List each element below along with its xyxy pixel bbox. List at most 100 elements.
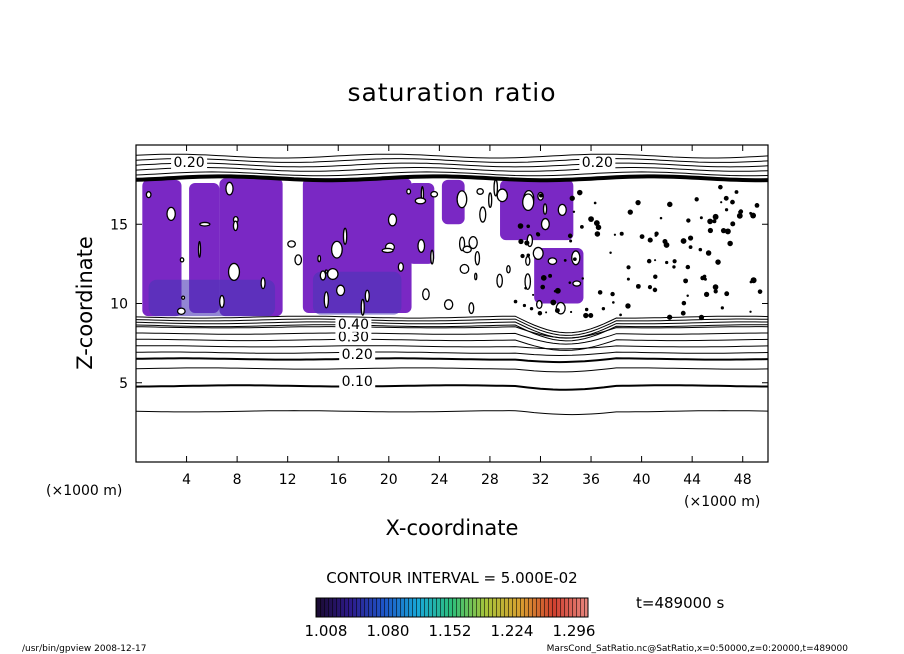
unsaturated-cell [488,192,493,209]
unsaturated-cell [287,240,296,248]
contour-line [136,338,768,351]
time-label: t=489000 s [636,594,724,612]
contour-speck [685,264,691,270]
contour-labels: 0.100.200.300.400.20 0.20 [171,155,616,390]
contour-speck [581,277,585,280]
contour-label: 0.20 [342,347,373,363]
contour-speck [667,201,673,208]
contour-line [136,357,768,364]
z-axis-title: Z-coordinate [73,236,97,370]
unsaturated-cell [422,288,430,301]
high-saturation-region [148,279,276,317]
unsaturated-cell [474,250,481,266]
contour-speck [537,311,543,316]
contour-speck [687,235,694,241]
contour-speck [627,209,633,215]
unsaturated-cell [430,190,439,198]
contour-speck [583,312,589,319]
contour-speck [619,313,622,317]
unsaturated-cell [145,191,152,199]
contour-speck [572,257,577,262]
z-axis-ticks: 5 10 15 [110,217,768,392]
unsaturated-cell [496,188,509,203]
contour-line [136,332,768,345]
unsaturated-cell [197,240,202,258]
unsaturated-cell [294,254,303,266]
x-tick-label: 8 [233,472,242,488]
x-tick-label: 4 [182,472,191,488]
unsaturated-cell [342,227,348,245]
contour-speck [538,193,543,198]
contour-speck [635,283,641,289]
contour-speck [683,278,689,284]
contour-speck [567,233,573,239]
contour-speck [680,310,686,316]
contour-speck [720,201,723,204]
contour-speck [639,234,645,239]
unsaturated-cell [335,284,346,297]
contour-speck [713,289,718,294]
contour-label: 0.20 [582,155,613,171]
contour-line [136,158,768,163]
contour-speck [554,287,561,294]
unsaturated-cell [417,238,426,253]
contour-speck [698,247,703,252]
contour-speck [749,310,752,313]
contour-speck [513,299,518,304]
contour-line [136,367,768,373]
unsaturated-cell [456,190,468,209]
unsaturated-cell [459,263,470,275]
unsaturated-cell [326,267,339,281]
contour-speck [526,224,531,229]
contour-speck [665,260,669,265]
unsaturated-cell [176,307,186,315]
plot-area: 0.100.200.300.400.20 0.20 4 8 12 16 20 24 28 32 3… [110,144,769,488]
unsaturated-cell [547,257,558,266]
contour-speck [688,245,693,250]
contour-label: 0.40 [338,317,369,333]
contour-speck [686,294,689,297]
contour-speck [694,197,699,202]
footer-right: MarsCond_SatRatio.nc@SatRatio,x=0:50000,… [547,644,849,654]
z-tick-label: 5 [119,376,128,392]
x-tick-label: 24 [430,472,448,488]
unsaturated-cell [397,262,404,272]
contour-speck [700,275,705,281]
unsaturated-cell [542,203,548,215]
contour-speck [524,240,530,246]
contour-line [136,384,768,391]
contour-speck [699,216,703,220]
contour-speck [529,306,534,311]
unsaturated-cell [496,273,503,288]
z-tick-label: 15 [110,217,128,233]
contour-speck [724,291,730,297]
contour-line [136,321,768,339]
contour-speck [707,227,714,234]
contour-speck [736,212,743,219]
contour-speck [570,310,573,314]
unsaturated-cell [324,269,328,274]
unsaturated-cell [506,265,511,274]
unsaturated-cell [524,273,532,291]
contour-speck [601,306,606,311]
supersaturated-region [441,179,465,225]
contour-line [136,410,768,416]
contour-speck [720,227,727,234]
supersaturated-region [407,183,435,264]
contour-speck [553,289,557,293]
contour-speck [686,218,691,223]
contour-speck [520,253,525,259]
x-axis-ticks: 4 8 12 16 20 24 28 32 36 40 44 48 [182,145,752,488]
contour-line [136,174,768,183]
supersaturated-region [534,248,584,304]
contour-speck [662,238,668,244]
unsaturated-cell [360,298,365,316]
contour-speck [724,228,731,235]
x-tick-label: 48 [734,472,752,488]
colorbar-label: 1.296 [553,622,596,640]
colorbar-label: 1.224 [491,622,534,640]
unsaturated-cell [443,299,454,311]
supersaturation-fill [142,178,763,321]
contour-line [136,351,768,357]
contour-speck [588,313,594,318]
